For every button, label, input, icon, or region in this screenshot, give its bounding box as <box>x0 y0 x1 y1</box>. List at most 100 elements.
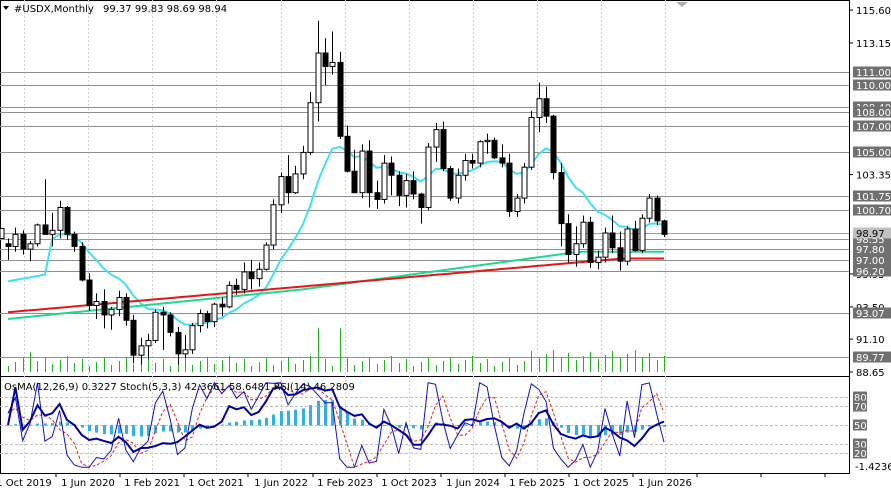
osma-bar <box>177 425 180 433</box>
level-tag-label: 98.55 <box>856 235 885 246</box>
level-tag-label: 100.70 <box>856 206 891 217</box>
candle-bull <box>528 116 535 168</box>
osma-bar <box>589 425 592 437</box>
candle-bear <box>204 313 211 323</box>
candle-bear <box>396 174 403 196</box>
osma-bar <box>221 424 224 426</box>
collapse-arrow-icon[interactable] <box>3 6 9 10</box>
candle-bear <box>565 223 572 255</box>
candle-bull <box>315 52 322 104</box>
candle-bull <box>433 129 440 148</box>
candle-bear <box>447 168 454 199</box>
y-tick-label: 88.65 <box>856 368 885 379</box>
osma-bar <box>118 425 121 434</box>
left-price-marker <box>0 228 5 239</box>
candle-bull <box>624 228 631 262</box>
osma-bar <box>88 425 91 431</box>
candle-bull <box>197 313 204 327</box>
candle-bull <box>455 174 462 199</box>
candle-bear <box>366 150 373 194</box>
candle-bull <box>514 197 521 213</box>
level-tag-label: 93.07 <box>856 309 885 320</box>
chart-frame <box>0 0 850 474</box>
level-tag-label: 107.00 <box>856 122 891 133</box>
level-tag <box>853 146 891 158</box>
candle-bear <box>123 296 130 321</box>
osma-bar <box>280 411 283 426</box>
osma-bar <box>656 425 659 427</box>
osma-bar <box>272 414 275 426</box>
osma-bar <box>184 425 187 433</box>
osma-bar <box>22 424 25 426</box>
osma-bar <box>125 425 128 434</box>
time-axis: 1 Oct 2019 1 Jun 2020 1 Feb 2021 1 Oct 2021… <box>0 473 826 489</box>
level-tag <box>853 307 891 319</box>
candle-bear <box>71 233 78 247</box>
candle-bear <box>130 319 137 356</box>
level-tag-label: 97.80 <box>856 245 885 256</box>
osma-bar <box>331 400 334 426</box>
candle-bull <box>145 339 152 347</box>
stoch-level-label: 80 <box>854 393 867 404</box>
candle-bear <box>344 135 351 172</box>
osma-bar <box>162 425 165 432</box>
osma-bar <box>36 423 39 426</box>
osma-bar <box>81 425 84 428</box>
level-tag <box>853 233 891 245</box>
stoch-level-tag <box>853 419 867 431</box>
level-tag <box>853 243 891 255</box>
osma-bar <box>206 425 209 428</box>
candle-bull <box>152 311 159 341</box>
candle-bear <box>388 162 395 176</box>
osma-bar <box>464 424 467 426</box>
candle-bull <box>189 325 196 351</box>
scroll-marker-icon[interactable] <box>676 2 688 7</box>
candle-bear <box>322 52 329 67</box>
osma-bar <box>383 425 386 426</box>
osma-bar <box>361 419 364 426</box>
candle-bull <box>270 204 277 246</box>
volume-bars <box>8 328 665 372</box>
candle-bull <box>359 150 366 194</box>
osma-bar <box>611 425 614 435</box>
osma-bar <box>199 425 202 429</box>
candle-bear <box>64 206 71 235</box>
candle-bull <box>477 141 484 164</box>
price-axis: 115.60113.15103.3595.9593.5091.1088.6511… <box>849 6 891 473</box>
level-tag <box>853 66 891 78</box>
osma-bar <box>641 425 644 430</box>
candle-bull <box>263 244 270 270</box>
osma-bar <box>191 425 194 431</box>
osma-bar <box>567 425 570 433</box>
x-tick-label: 1 Oct 2021 <box>188 478 243 489</box>
candle-bull <box>57 206 64 231</box>
rsi-line <box>7 386 665 454</box>
stoch-level-tag <box>853 438 867 450</box>
osma-bar <box>353 418 356 426</box>
x-tick-label: 1 Oct 2025 <box>573 478 628 489</box>
candle-bear <box>491 139 498 159</box>
osma-bar <box>575 425 578 436</box>
osma-bar <box>457 425 460 426</box>
level-tag <box>853 351 891 363</box>
osma-bar <box>516 425 519 429</box>
candle-bear <box>5 243 12 247</box>
candle-bull <box>292 173 299 194</box>
osma-bar <box>604 425 607 436</box>
candle-bull <box>211 303 218 323</box>
candle-bear <box>609 232 616 249</box>
stoch-level-label: 50 <box>854 421 867 432</box>
candle-bull <box>639 217 646 251</box>
candle-bear <box>654 197 661 222</box>
osma-bar <box>324 399 327 426</box>
y-tick-label: 115.60 <box>856 6 891 17</box>
candle-bull <box>462 159 469 176</box>
candle-bull <box>138 345 145 356</box>
current-price-label: 98.97 <box>856 229 885 240</box>
candle-bear <box>167 314 174 333</box>
level-tag-label: 108.00 <box>856 108 891 119</box>
candle-bull <box>34 224 41 245</box>
current-price-tag <box>853 227 891 239</box>
candle-bear <box>42 224 49 235</box>
candle-bull <box>93 300 100 307</box>
